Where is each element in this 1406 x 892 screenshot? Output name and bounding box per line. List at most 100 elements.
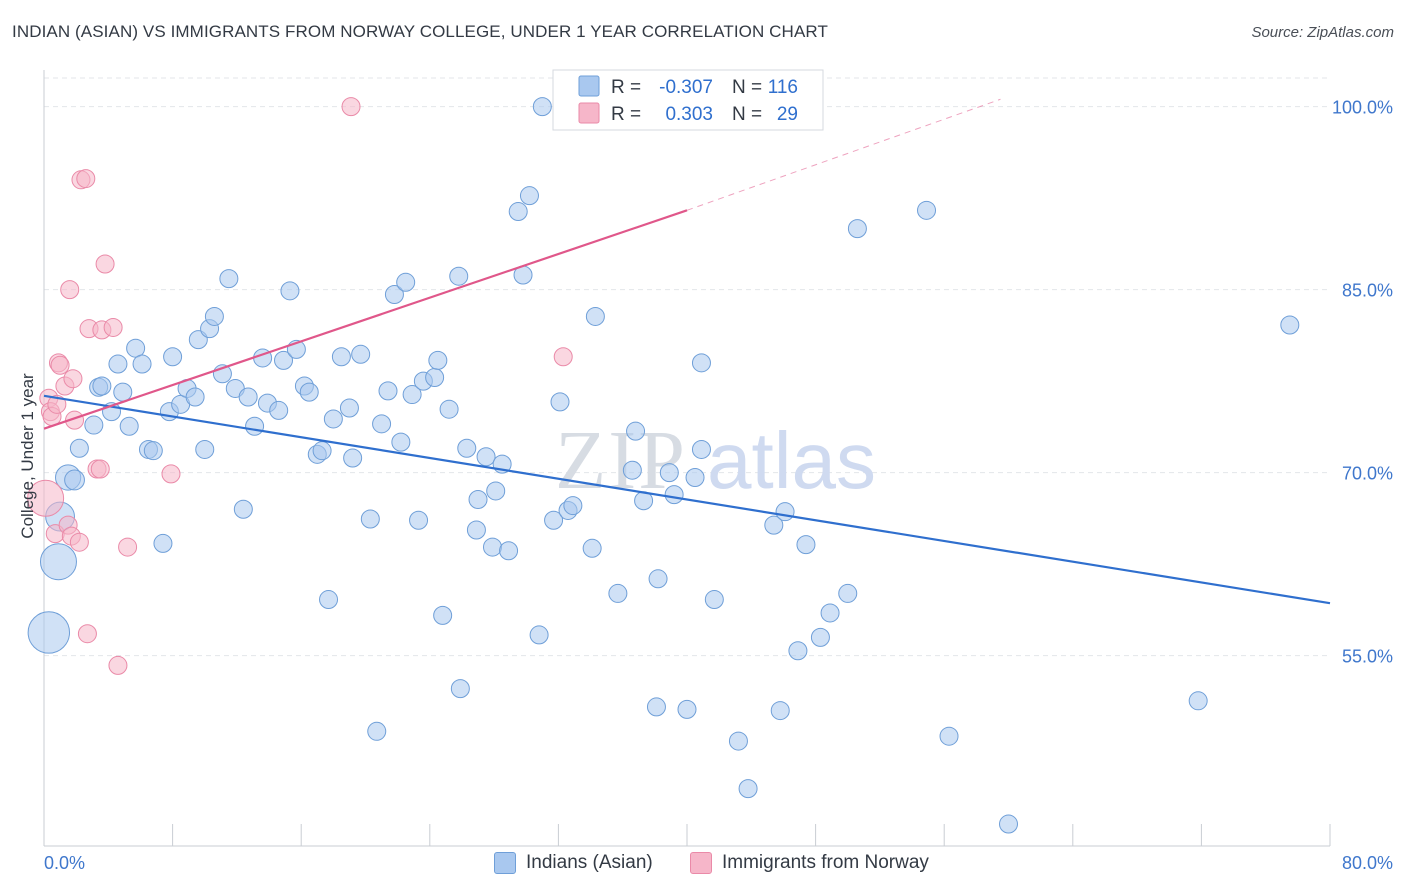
data-point-norway [63,369,83,389]
data-point-norway [108,655,128,675]
data-point-indians [343,448,363,468]
data-point-indians [482,537,502,557]
stats-r-value-2: 0.303 [665,104,713,125]
data-point-indians [92,376,112,396]
stats-legend: R = -0.307 N = 116 R = 0.303 N = 29 [552,69,824,131]
data-point-indians [245,416,265,436]
tick-labels: 55.0% 70.0% 85.0% 100.0% 0.0% 80.0% [44,98,1393,873]
watermark-atlas: atlas [707,416,876,505]
data-point-indians [486,481,506,501]
data-point-indians [69,438,89,458]
data-point-indians [646,697,666,717]
data-point-indians [219,269,239,289]
data-point-indians [238,387,258,407]
data-point-indians [439,399,459,419]
data-point-indians [499,541,519,561]
data-point-indians [466,520,486,540]
data-point-indians [323,409,343,429]
data-points [27,97,1300,834]
data-point-norway [50,355,70,375]
data-point-indians [457,438,477,458]
data-point-indians [764,515,784,535]
data-point-indians [476,447,496,467]
data-point-norway [103,317,123,337]
data-point-indians [319,590,339,610]
data-point-indians [999,814,1018,834]
y-tick-label: 100.0% [1332,98,1393,118]
data-point-norway [341,97,361,117]
data-point-indians [331,347,351,367]
stats-n-label-2: N = [732,104,762,125]
x-tick-label: 0.0% [44,853,85,873]
data-point-indians [195,439,215,459]
watermark-zip: ZIP [555,414,687,507]
data-point-indians [449,266,469,286]
data-point-indians [582,538,602,558]
data-point-norway [90,459,110,479]
data-point-indians [1188,691,1208,711]
data-point-indians [339,398,359,418]
data-point-indians [274,350,294,370]
grid-lines [44,77,1330,657]
data-point-norway [118,537,138,557]
data-point-norway [77,624,97,644]
data-point-indians [788,641,808,661]
data-point-indians [550,392,570,412]
data-point-indians [691,353,711,373]
data-point-norway [27,479,65,517]
stats-swatch-pink [578,102,600,124]
data-point-indians [810,627,830,647]
data-point-indians [119,416,139,436]
data-point-indians [563,496,583,516]
data-point-indians [685,468,705,488]
data-point-indians [704,590,724,610]
data-point-indians [402,385,422,405]
legend-label-indians: Indians (Asian) [526,852,653,873]
data-point-indians [608,583,628,603]
data-point-norway [69,532,89,552]
data-point-indians [691,439,711,459]
data-point-indians [775,502,795,522]
data-point-indians [820,603,840,623]
y-tick-label: 70.0% [1342,464,1393,484]
data-point-indians [64,469,85,491]
data-point-indians [519,186,539,206]
data-point-indians [738,779,758,799]
axes [43,70,1331,847]
data-point-indians [585,306,605,326]
series-legend: Indians (Asian) Immigrants from Norway [0,852,1406,878]
x-tick-label: 80.0% [1342,853,1393,873]
y-tick-label: 85.0% [1342,281,1393,301]
legend-swatch-blue [494,852,516,874]
stats-r-value-1: -0.307 [659,77,713,98]
data-point-indians [622,460,642,480]
data-point-indians [770,701,790,721]
data-point-indians [280,281,300,301]
data-point-indians [409,510,429,530]
stats-swatch-blue [578,75,600,97]
data-point-indians [108,354,128,374]
data-point-indians [113,382,133,402]
data-point-indians [838,583,858,603]
data-point-norway [553,347,573,367]
stats-n-value-2: 29 [777,104,798,125]
legend-item-norway[interactable]: Immigrants from Norway [690,852,929,874]
y-axis-label: College, Under 1 year [18,373,37,539]
legend-swatch-pink [690,852,712,874]
data-point-indians [626,421,646,441]
data-point-indians [372,414,392,434]
data-point-norway [47,394,67,414]
data-point-indians [544,510,564,530]
data-point-norway [60,280,80,300]
data-point-indians [939,726,959,746]
data-point-indians [378,381,398,401]
data-point-indians [384,285,404,305]
data-point-indians [132,354,152,374]
data-point-norway [76,169,96,189]
legend-item-indians[interactable]: Indians (Asian) [494,852,653,874]
chart-title: INDIAN (ASIAN) VS IMMIGRANTS FROM NORWAY… [12,22,828,41]
data-point-indians [847,219,867,239]
data-point-indians [269,400,289,420]
data-point-indians [351,344,371,364]
data-point-indians [360,509,380,529]
